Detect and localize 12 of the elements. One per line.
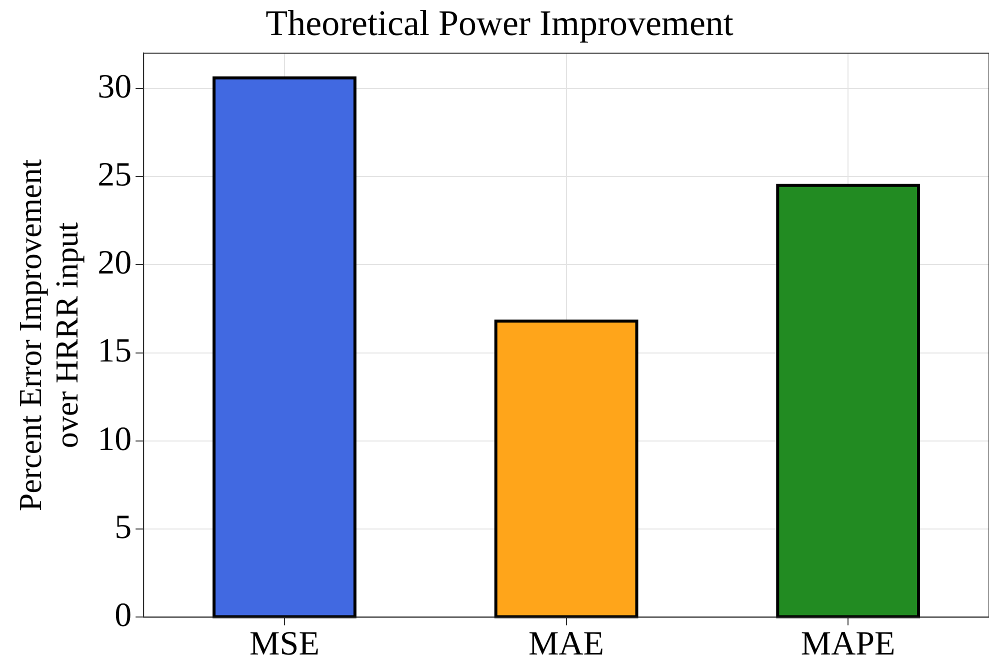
y-tick-label: 25 — [98, 156, 132, 194]
y-tick-label: 0 — [114, 597, 132, 634]
y-tick-label: 5 — [114, 508, 132, 546]
x-tick-label: MAE — [528, 626, 604, 663]
y-axis-title: Percent Error Improvement over HRRR input — [12, 159, 85, 512]
y-tick-label: 20 — [98, 244, 132, 282]
y-tick-label: 10 — [98, 420, 132, 458]
x-tick-label: MSE — [250, 626, 320, 663]
y-tick-label: 15 — [98, 332, 132, 370]
y-tick-label: 30 — [98, 68, 132, 106]
chart-title: Theoretical Power Improvement — [266, 3, 734, 44]
x-tick-label: MAPE — [800, 626, 896, 663]
